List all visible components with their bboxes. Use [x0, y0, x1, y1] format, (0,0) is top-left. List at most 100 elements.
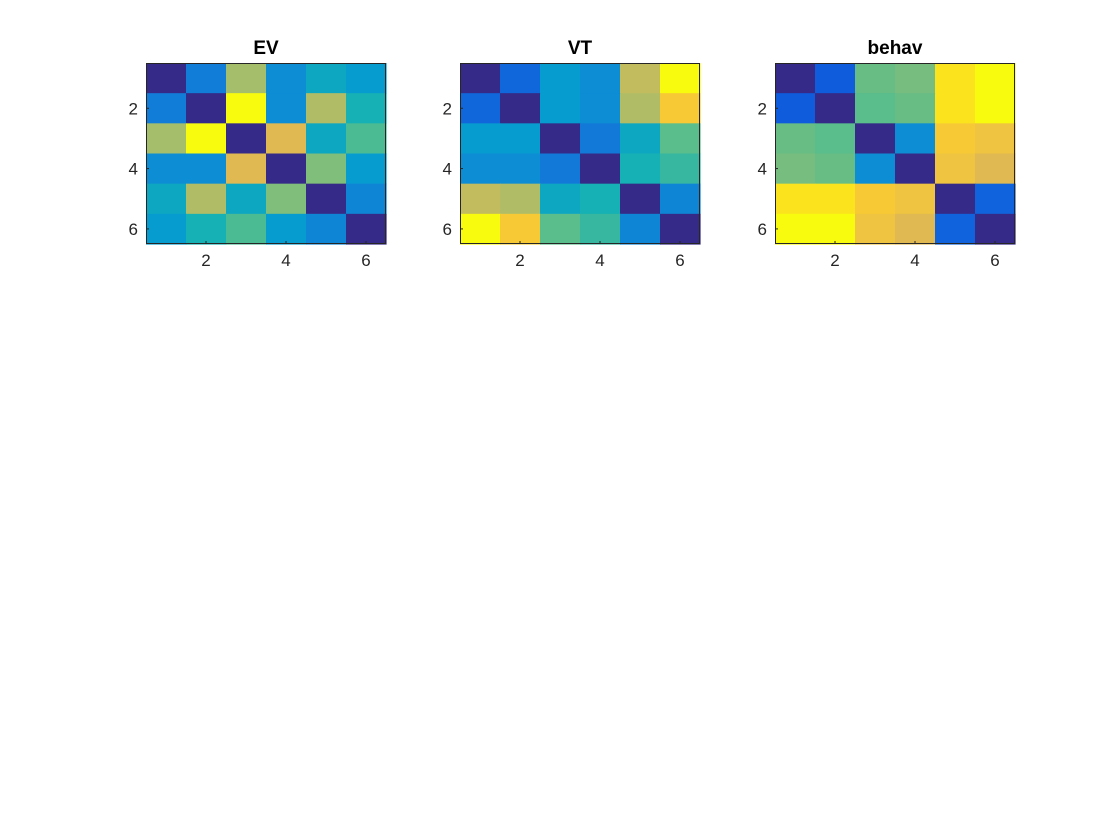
- heatmap-cell: [815, 213, 856, 245]
- heatmap-cell: [346, 213, 387, 245]
- heatmap-cell: [815, 93, 856, 124]
- heatmap-cell: [460, 63, 501, 94]
- heatmap-cell: [620, 213, 661, 245]
- heatmap-cell: [186, 183, 227, 215]
- axes-frame: [460, 63, 700, 244]
- heatmap-cell: [660, 123, 701, 155]
- heatmap-cell: [540, 63, 581, 94]
- heatmap-cell: [660, 153, 701, 185]
- heatmap-cell: [540, 183, 581, 215]
- heatmap-cell: [580, 153, 621, 185]
- heatmap-cell: [146, 63, 187, 94]
- heatmap-cell: [775, 183, 816, 215]
- heatmap-cell: [855, 63, 896, 94]
- heatmap-cell: [620, 183, 661, 215]
- heatmap-cell: [620, 93, 661, 124]
- heatmap-cell: [306, 153, 347, 185]
- heatmap-cell: [146, 153, 187, 185]
- heatmap-cell: [775, 153, 816, 185]
- heatmap-cell: [660, 183, 701, 215]
- heatmap-cell: [500, 123, 541, 155]
- heatmap-cell: [346, 153, 387, 185]
- heatmap-cell: [775, 213, 816, 245]
- heatmap-cell: [460, 213, 501, 245]
- heatmap-panel-behav: behav 2 4 6 2 4 6: [758, 38, 1016, 270]
- heatmap-cell: [186, 93, 227, 124]
- heatmap-cell: [935, 153, 976, 185]
- axis-ticks: 2 4 6 2 4 6: [443, 99, 685, 270]
- heatmap-cell: [186, 153, 227, 185]
- heatmap-cell: [500, 213, 541, 245]
- heatmap-cell: [306, 123, 347, 155]
- x-tick-label: 6: [675, 251, 684, 270]
- heatmap-cell: [855, 153, 896, 185]
- heatmap-cell: [346, 93, 387, 124]
- x-tick-label: 4: [281, 251, 290, 270]
- panel-title: VT: [568, 38, 593, 59]
- x-tick-label: 4: [910, 251, 919, 270]
- heatmap-cell: [186, 213, 227, 245]
- heatmap-cell: [975, 183, 1016, 215]
- heatmap-cell: [815, 183, 856, 215]
- heatmap-cell: [146, 123, 187, 155]
- heatmap-cell: [460, 183, 501, 215]
- heatmap-cell: [186, 63, 227, 94]
- panel-title: EV: [253, 38, 279, 59]
- heatmap-cell: [815, 63, 856, 94]
- heatmap-cell: [895, 153, 936, 185]
- heatmap-cell: [146, 93, 187, 124]
- axis-ticks: 2 4 6 2 4 6: [129, 99, 371, 270]
- heatmap-cell: [346, 123, 387, 155]
- heatmap-cell: [226, 213, 267, 245]
- heatmap-cell: [775, 63, 816, 94]
- heatmap-cell: [935, 93, 976, 124]
- y-tick-label: 4: [443, 160, 452, 179]
- heatmap-cell: [540, 123, 581, 155]
- panel-title: behav: [868, 38, 923, 59]
- heatmap-cell: [266, 93, 307, 124]
- heatmap-cell: [266, 183, 307, 215]
- heatmap-cell: [895, 93, 936, 124]
- heatmap-cell: [975, 213, 1016, 245]
- heatmap-cell: [346, 183, 387, 215]
- y-tick-label: 2: [443, 99, 452, 118]
- heatmap-cell: [935, 213, 976, 245]
- heatmap-cell: [266, 63, 307, 94]
- heatmap-cell: [226, 153, 267, 185]
- heatmap-cell: [226, 93, 267, 124]
- heatmap-cell: [620, 63, 661, 94]
- heatmap-cell: [580, 63, 621, 94]
- heatmap-cell: [266, 153, 307, 185]
- heatmap-cells: [460, 63, 701, 245]
- heatmap-cell: [815, 153, 856, 185]
- heatmap-cell: [186, 123, 227, 155]
- heatmap-cell: [895, 213, 936, 245]
- heatmap-cell: [306, 63, 347, 94]
- heatmap-cell: [540, 213, 581, 245]
- x-tick-label: 4: [595, 251, 604, 270]
- heatmap-cell: [226, 123, 267, 155]
- x-tick-label: 2: [830, 251, 839, 270]
- heatmap-cell: [306, 93, 347, 124]
- heatmap-cell: [460, 153, 501, 185]
- heatmap-cell: [895, 123, 936, 155]
- heatmap-cell: [580, 93, 621, 124]
- y-tick-label: 6: [129, 220, 138, 239]
- axes-frame: [146, 63, 386, 244]
- heatmap-cell: [895, 183, 936, 215]
- heatmap-cell: [500, 63, 541, 94]
- heatmap-cell: [855, 93, 896, 124]
- heatmap-cell: [775, 123, 816, 155]
- heatmap-cell: [306, 213, 347, 245]
- y-tick-label: 6: [758, 220, 767, 239]
- heatmap-cell: [855, 123, 896, 155]
- heatmap-cell: [855, 183, 896, 215]
- heatmap-cell: [935, 63, 976, 94]
- heatmap-cell: [500, 183, 541, 215]
- heatmap-cell: [935, 183, 976, 215]
- heatmap-cell: [620, 123, 661, 155]
- heatmap-cell: [266, 213, 307, 245]
- heatmap-cells: [146, 63, 387, 245]
- axes-frame: [775, 63, 1015, 244]
